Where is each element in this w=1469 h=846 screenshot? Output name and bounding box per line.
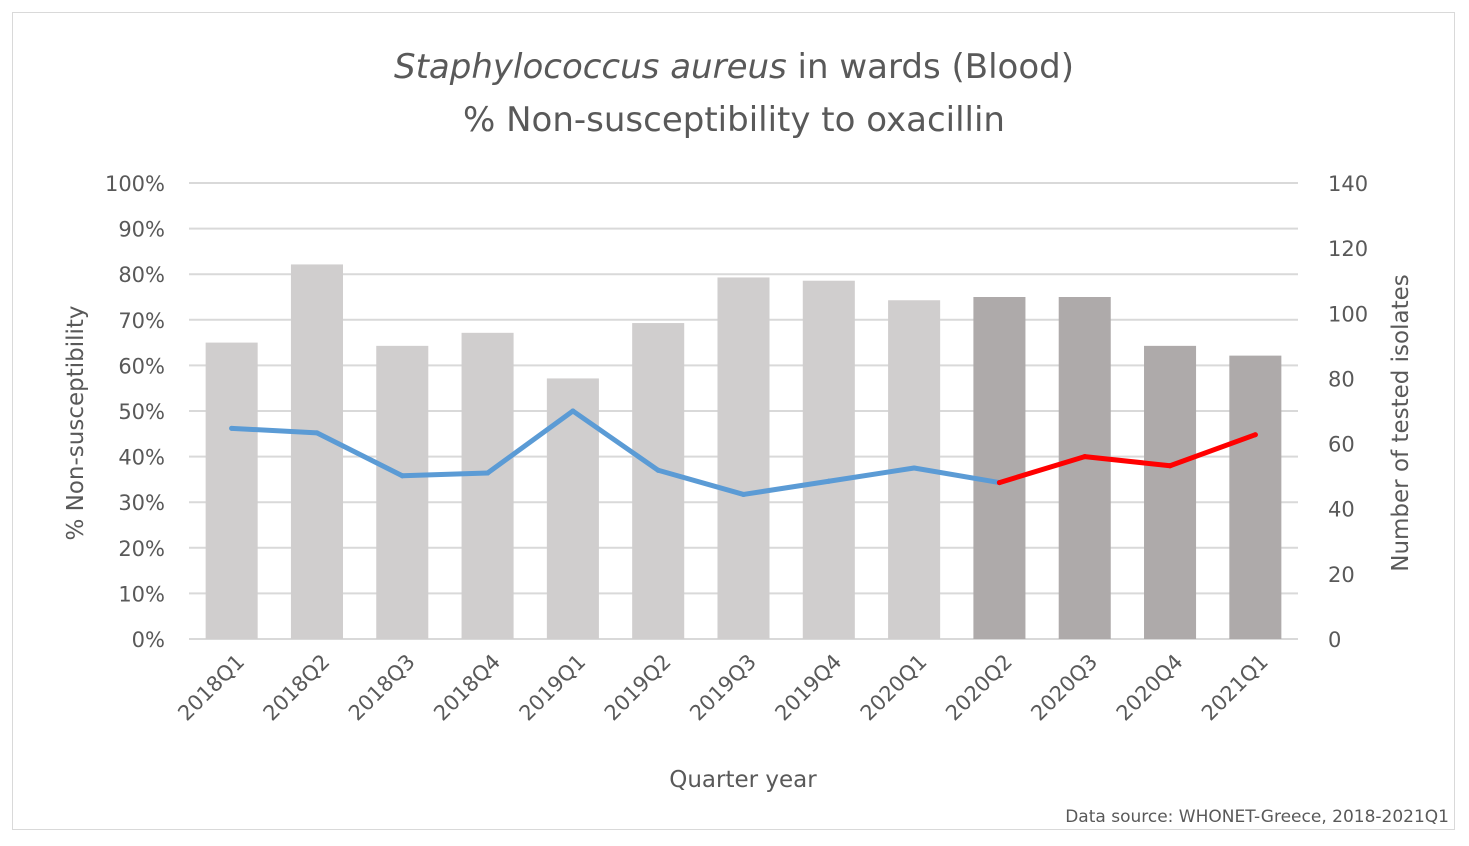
line-point	[1082, 454, 1088, 460]
data-source-note: Data source: WHONET-Greece, 2018-2021Q1	[1065, 807, 1449, 827]
line-segment	[1082, 454, 1173, 469]
line-segment	[1167, 432, 1258, 469]
bar-2019Q1	[546, 378, 599, 639]
bar-2018Q4	[461, 332, 514, 639]
x-tick-label: 2019Q1	[515, 650, 591, 726]
chart-title: Staphylococcus aureus in wards (Blood)	[394, 47, 1074, 87]
line-point	[399, 473, 405, 479]
line-segment	[655, 467, 746, 497]
line-point	[1167, 463, 1173, 469]
bar-2018Q3	[376, 345, 429, 639]
line-segment	[399, 470, 491, 479]
bars	[205, 264, 1282, 639]
left-tick-label: 50%	[118, 400, 165, 424]
x-axis-title: Quarter year	[669, 767, 817, 793]
line-segment	[314, 430, 405, 479]
right-tick-label: 100	[1328, 302, 1368, 326]
line-point	[1252, 432, 1258, 438]
line-point	[911, 465, 917, 471]
bar-2019Q4	[802, 280, 855, 639]
left-tick-label: 40%	[118, 446, 165, 470]
x-tick-label: 2018Q3	[344, 650, 420, 726]
bar-2018Q2	[290, 264, 343, 639]
bar-2021Q1	[1229, 355, 1282, 639]
left-tick-label: 20%	[118, 537, 165, 561]
x-tick-label: 2020Q1	[856, 650, 932, 726]
left-tick-label: 10%	[118, 582, 165, 606]
line-point	[485, 470, 491, 476]
x-tick-label: 2020Q2	[941, 650, 1017, 726]
line-segment	[996, 454, 1088, 486]
line-point	[229, 425, 235, 431]
x-axis-ticks: 2018Q1 2018Q2 2018Q3 2018Q4 2019Q1 2019Q2 2019…	[173, 650, 1273, 726]
right-tick-label: 60	[1328, 433, 1355, 457]
left-tick-label: 70%	[118, 309, 165, 333]
line-point	[741, 491, 746, 497]
line-point	[314, 430, 320, 436]
bar-2020Q3	[1058, 297, 1111, 639]
right-axis-title: Number of tested isolates	[1388, 274, 1414, 572]
line-segment	[485, 408, 576, 476]
line-point	[570, 408, 576, 414]
right-tick-label: 20	[1328, 563, 1355, 587]
bar-2019Q3	[717, 277, 770, 639]
left-tick-label: 80%	[118, 263, 165, 287]
right-tick-label: 80	[1328, 367, 1355, 391]
line-point	[996, 480, 1002, 486]
x-tick-label: 2018Q4	[429, 650, 505, 726]
line-point	[826, 478, 832, 484]
chart-subtitle: % Non-susceptibility to oxacillin	[463, 100, 1005, 140]
x-tick-label: 2018Q2	[259, 650, 335, 726]
right-axis-ticks: 0 20 40 60 80 100 120 140	[1328, 172, 1368, 652]
x-tick-label: 2019Q3	[685, 650, 761, 726]
line-segment	[229, 425, 320, 436]
line-segment	[911, 465, 1002, 486]
bar-2020Q2	[973, 297, 1026, 639]
x-tick-label: 2020Q4	[1112, 650, 1188, 726]
x-tick-label: 2021Q1	[1197, 650, 1273, 726]
chart-title-italic: Staphylococcus aureus	[394, 47, 787, 87]
left-axis-title: % Non-susceptibility	[63, 305, 89, 540]
right-tick-label: 140	[1328, 172, 1368, 196]
chart-svg: Staphylococcus aureus in wards (Blood) %…	[63, 47, 1449, 827]
right-tick-label: 0	[1328, 628, 1341, 652]
line-segment	[570, 408, 661, 473]
left-tick-label: 60%	[118, 354, 165, 378]
left-tick-label: 0%	[132, 628, 165, 652]
bar-2020Q4	[1144, 345, 1197, 639]
left-tick-label: 100%	[105, 172, 165, 196]
x-tick-label: 2019Q4	[770, 650, 846, 726]
left-axis-ticks: 0% 10% 20% 30% 40% 50% 60% 70% 80% 90% 100%	[105, 172, 165, 652]
line-point	[655, 467, 661, 473]
bar-2019Q2	[632, 323, 685, 639]
bar-2018Q1	[205, 342, 258, 639]
left-tick-label: 90%	[118, 218, 165, 242]
x-tick-label: 2018Q1	[173, 650, 249, 726]
x-tick-label: 2020Q3	[1026, 650, 1102, 726]
left-tick-label: 30%	[118, 491, 165, 515]
line-series	[229, 408, 1258, 497]
line-segment	[741, 478, 832, 497]
right-tick-label: 40	[1328, 498, 1355, 522]
chart-frame: Staphylococcus aureus in wards (Blood) %…	[12, 12, 1455, 830]
x-tick-label: 2019Q2	[600, 650, 676, 726]
line-segment	[826, 465, 917, 484]
right-tick-label: 120	[1328, 237, 1368, 261]
chart-title-rest: in wards (Blood)	[787, 47, 1074, 87]
